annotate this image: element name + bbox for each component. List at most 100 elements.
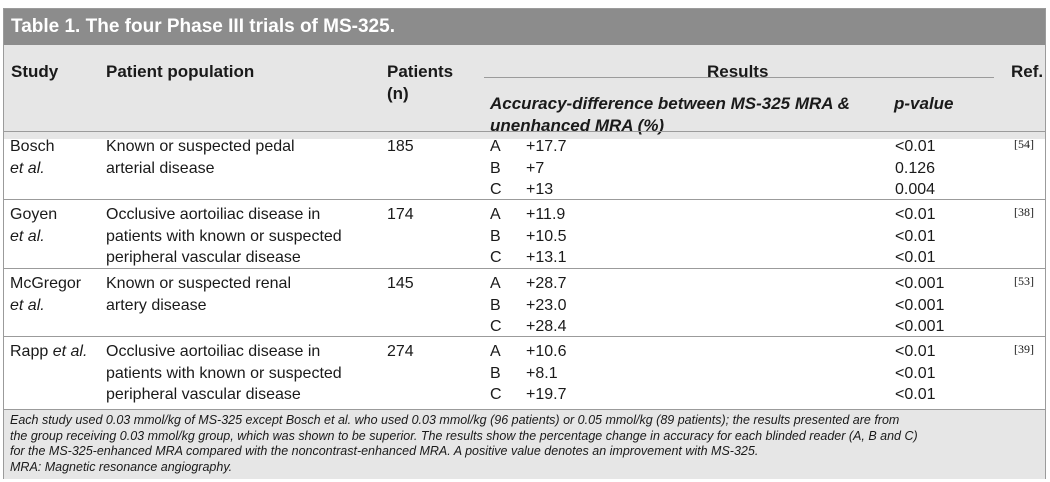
accuracy-value: +23.0 (526, 296, 567, 314)
pvalue: 0.004 (895, 181, 936, 198)
population-line: Occlusive aortoiliac disease in (106, 206, 321, 223)
reader-label: B (490, 227, 501, 245)
header-ref: Ref. (1011, 62, 1044, 81)
reader-label: B (490, 364, 501, 382)
reader-column: A B C (490, 273, 502, 338)
reader-label: A (490, 138, 501, 155)
patients-count: 185 (387, 138, 414, 155)
study-name: Rapp (10, 343, 49, 360)
reader-label: B (490, 296, 501, 314)
study-cell: McGregor et al. (10, 273, 81, 316)
reader-column: A B C (490, 341, 502, 406)
study-suffix: et al. (10, 296, 45, 314)
pvalue: <0.001 (895, 296, 945, 314)
patients-count: 174 (387, 206, 414, 223)
population-cell: Known or suspected pedal arterial diseas… (106, 136, 295, 179)
header-population: Patient population (106, 62, 255, 81)
pvalue: <0.001 (895, 275, 945, 292)
population-line: patients with known or suspected (106, 227, 342, 245)
pvalue: <0.01 (895, 386, 936, 403)
accuracy-value: +28.4 (526, 318, 567, 335)
accuracy-column: +10.6 +8.1 +19.7 (526, 341, 566, 406)
table-frame: Table 1. The four Phase III trials of MS… (3, 8, 1046, 479)
reader-label: B (490, 159, 501, 177)
accuracy-value: +8.1 (526, 364, 558, 382)
reference: [38] (1014, 205, 1034, 219)
study-name: Bosch (10, 138, 55, 155)
accuracy-value: +11.9 (526, 206, 566, 223)
table-row: McGregor et al. Known or suspected renal… (4, 268, 1045, 336)
study-cell: Rapp et al. (10, 341, 87, 363)
header-accuracy: Accuracy-difference between MS-325 MRA &… (490, 93, 850, 137)
footnote-line: the group receiving 0.03 mmol/kg group, … (10, 428, 918, 443)
study-name: McGregor (10, 275, 82, 292)
study-suffix: et al. (10, 227, 45, 245)
patients-count: 274 (387, 343, 414, 360)
accuracy-value: +10.5 (526, 227, 567, 245)
study-cell: Goyen et al. (10, 204, 57, 247)
header-accuracy-line2: unenhanced MRA (%) (490, 116, 665, 135)
table-title: Table 1. The four Phase III trials of MS… (4, 9, 1045, 45)
reference: [54] (1014, 137, 1034, 151)
population-cell: Occlusive aortoiliac disease in patients… (106, 204, 342, 269)
header-accuracy-line1: Accuracy-difference between MS-325 MRA & (490, 94, 850, 113)
pvalue: <0.001 (895, 318, 945, 335)
population-line: Known or suspected pedal (106, 138, 295, 155)
accuracy-value: +19.7 (526, 386, 567, 403)
table-row: Rapp et al. Occlusive aortoiliac disease… (4, 336, 1045, 409)
accuracy-value: +17.7 (526, 138, 567, 155)
population-line: peripheral vascular disease (106, 386, 301, 403)
pvalue-column: <0.001 <0.001 <0.001 (895, 273, 944, 338)
pvalue: <0.01 (895, 138, 936, 155)
pvalue: <0.01 (895, 343, 936, 360)
reader-column: A B C (490, 204, 502, 269)
population-line: patients with known or suspected (106, 364, 342, 382)
reader-label: C (490, 386, 502, 403)
reference: [53] (1014, 274, 1034, 288)
accuracy-column: +11.9 +10.5 +13.1 (526, 204, 566, 269)
study-suffix: et al. (52, 343, 88, 360)
reader-label: A (490, 343, 501, 360)
reader-label: A (490, 206, 501, 223)
study-suffix: et al. (10, 159, 45, 177)
population-cell: Known or suspected renal artery disease (106, 273, 291, 316)
table-row: Bosch et al. Known or suspected pedal ar… (4, 131, 1045, 199)
reader-label: C (490, 181, 502, 198)
footnote-line: Each study used 0.03 mmol/kg of MS-325 e… (10, 413, 900, 427)
pvalue: <0.01 (895, 364, 936, 382)
table-footnote: Each study used 0.03 mmol/kg of MS-325 e… (4, 409, 1045, 479)
header-patients-unit: (n) (387, 84, 409, 103)
pvalue: <0.01 (895, 206, 936, 223)
pvalue: <0.01 (895, 227, 936, 245)
accuracy-value: +28.7 (526, 275, 567, 292)
accuracy-value: +13.1 (526, 249, 567, 266)
header-study: Study (11, 62, 59, 81)
pvalue-column: <0.01 0.126 0.004 (895, 136, 935, 201)
patients-count: 145 (387, 275, 414, 292)
accuracy-value: +7 (526, 159, 545, 177)
pvalue: 0.126 (895, 159, 936, 177)
reader-label: A (490, 275, 501, 292)
accuracy-column: +17.7 +7 +13 (526, 136, 566, 201)
study-cell: Bosch et al. (10, 136, 54, 179)
population-line: Known or suspected renal (106, 275, 291, 292)
reference: [39] (1014, 342, 1034, 356)
footnote-abbreviation: MRA: Magnetic resonance angiography. (10, 459, 233, 474)
population-line: Occlusive aortoiliac disease in (106, 343, 321, 360)
footnote-line: for the MS-325-enhanced MRA compared wit… (10, 444, 759, 458)
study-name: Goyen (10, 206, 58, 223)
header-patients: Patients (n) (387, 62, 453, 104)
population-cell: Occlusive aortoiliac disease in patients… (106, 341, 342, 406)
results-divider (484, 77, 994, 78)
header-pvalue: p-value (894, 94, 954, 113)
table-row: Goyen et al. Occlusive aortoiliac diseas… (4, 199, 1045, 268)
accuracy-column: +28.7 +23.0 +28.4 (526, 273, 566, 338)
accuracy-value: +13 (526, 181, 554, 198)
pvalue-column: <0.01 <0.01 <0.01 (895, 341, 935, 406)
header-patients-label: Patients (387, 62, 454, 81)
population-line: arterial disease (106, 159, 215, 177)
accuracy-value: +10.6 (526, 343, 567, 360)
reader-label: C (490, 318, 502, 335)
table-header: Study Patient population Patients (n) Re… (4, 45, 1045, 139)
reader-label: C (490, 249, 502, 266)
